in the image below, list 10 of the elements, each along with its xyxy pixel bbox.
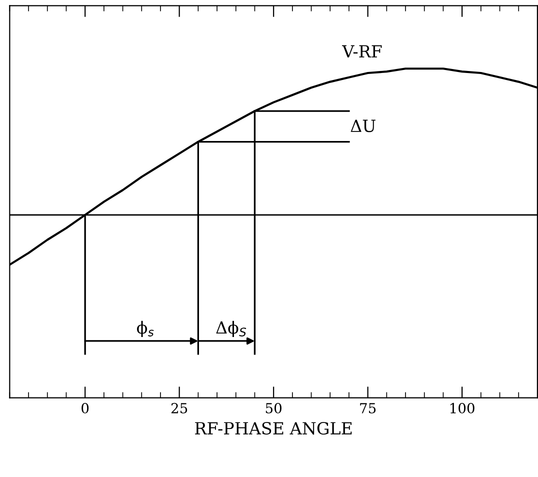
annotation: Δϕ$_{S}$ [216, 320, 246, 338]
text: V-RF [342, 45, 382, 58]
annotation: ϕ$_{s}$ [136, 320, 154, 338]
annotation: ΔU [350, 120, 376, 132]
x-tick-label: 50 [266, 402, 282, 414]
x-axis-title: RF-PHASE ANGLE [195, 422, 352, 435]
x-tick-label: 25 [171, 402, 188, 414]
x-tick-label: 75 [360, 403, 376, 414]
x-tick-label: 0 [82, 402, 89, 414]
x-tick-label: 100 [450, 402, 474, 414]
